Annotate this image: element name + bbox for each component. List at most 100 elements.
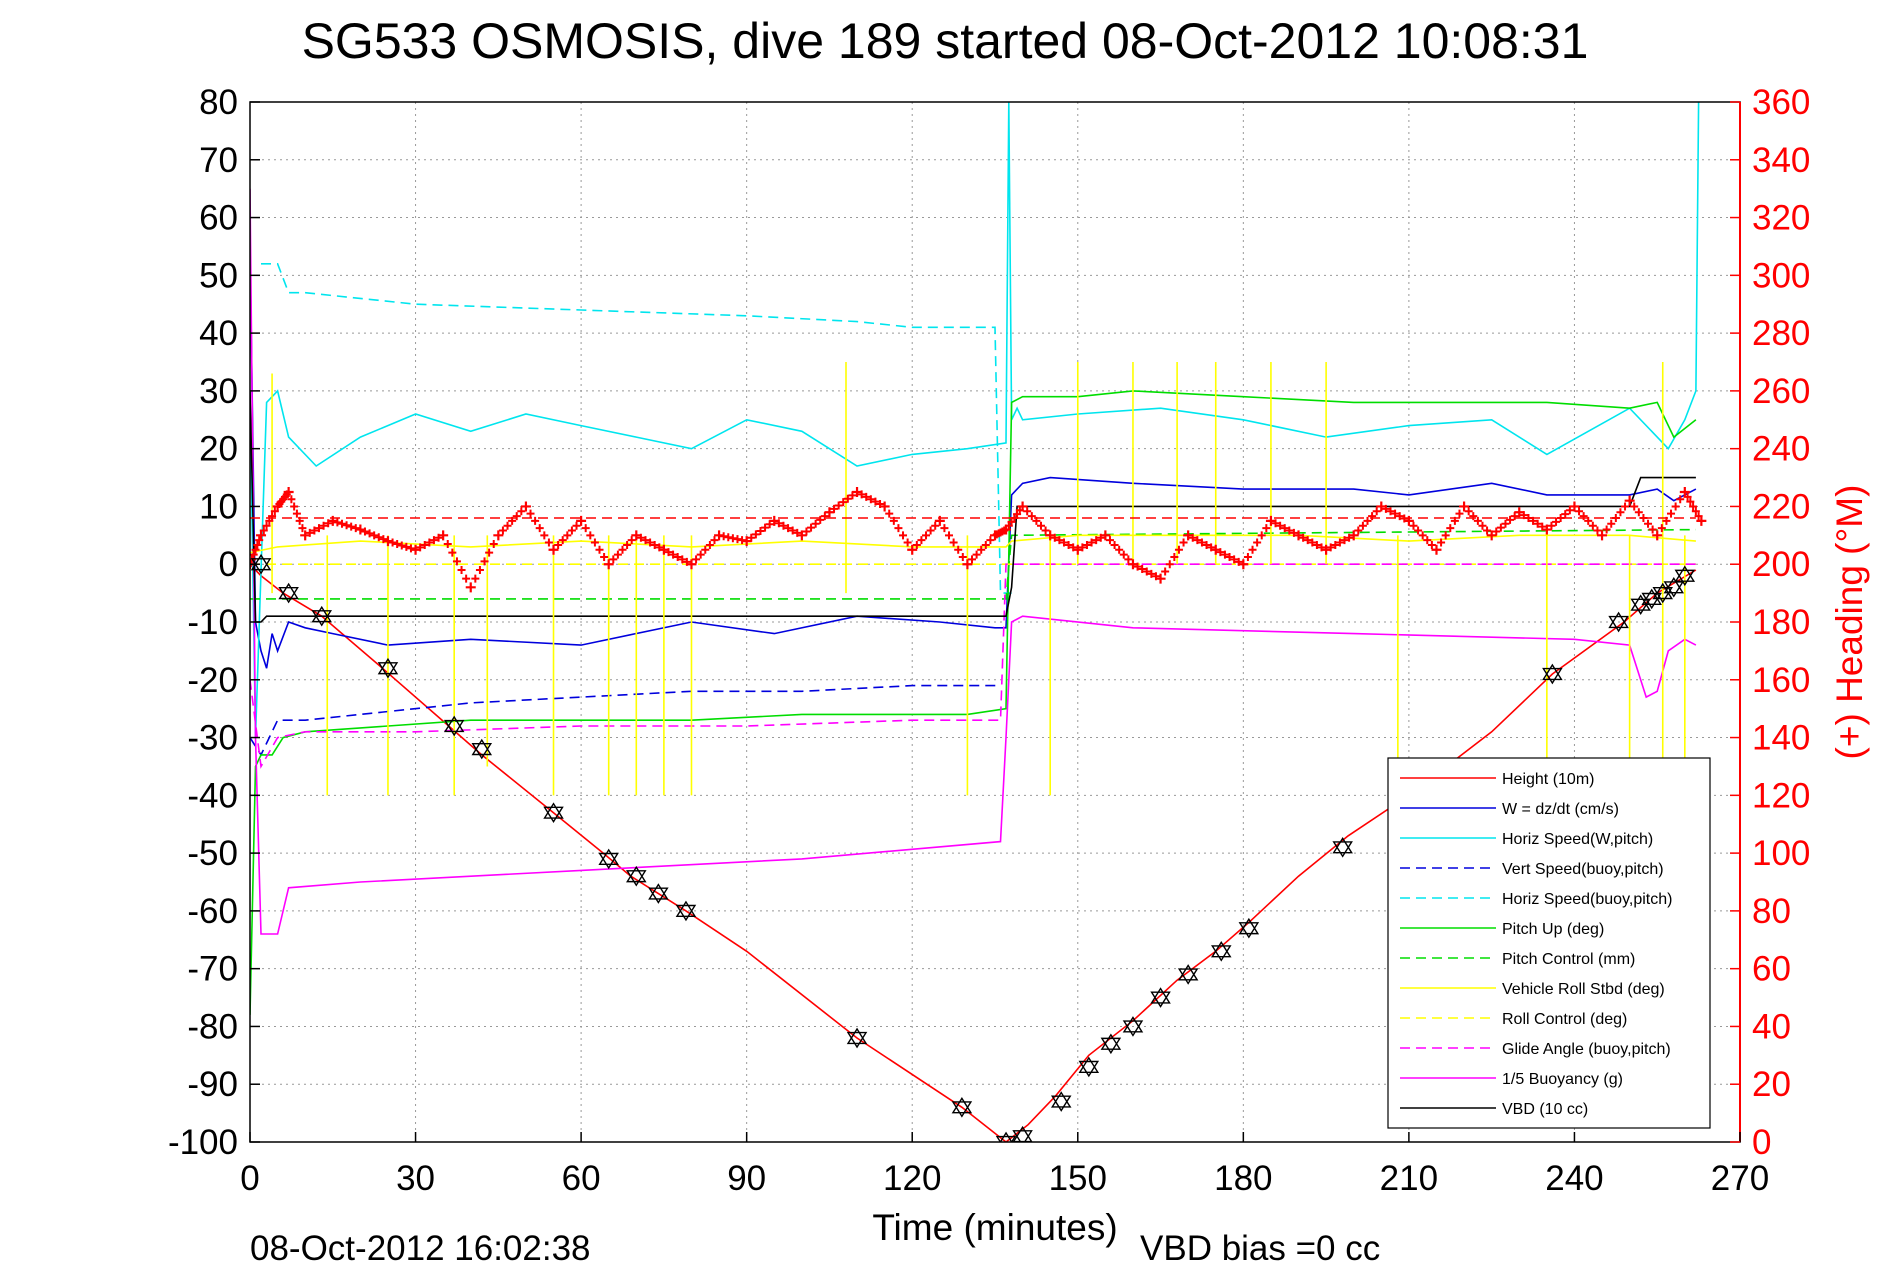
heading-point (1593, 526, 1602, 535)
heading-point (253, 540, 262, 549)
heading-point (802, 527, 811, 536)
heading-point (879, 501, 890, 512)
heading-point (1423, 536, 1432, 545)
y2-tick-label: 60 (1752, 950, 1791, 989)
y2-tick-label: 140 (1752, 719, 1810, 758)
heading-point (1579, 512, 1588, 521)
heading-point (1110, 540, 1119, 549)
heading-point (1486, 530, 1497, 541)
heading-point (544, 538, 553, 547)
dive-marker (1630, 594, 1651, 615)
heading-point (1265, 515, 1276, 526)
heading-point (1133, 562, 1142, 571)
heading-point (1050, 533, 1059, 542)
heading-point (747, 533, 756, 542)
x-tick-label: 0 (240, 1159, 259, 1198)
heading-point (300, 530, 311, 541)
heading-point (298, 524, 307, 533)
heading-point (1127, 559, 1138, 570)
heading-point (1017, 501, 1028, 512)
heading-point (337, 519, 346, 528)
heading-point (1368, 512, 1377, 521)
heading-point (1478, 521, 1487, 530)
heading-point (1514, 507, 1525, 518)
dive-marker (1332, 837, 1353, 858)
legend-entry: Vert Speed(buoy,pitch) (1502, 861, 1664, 878)
y2-tick-label: 200 (1752, 545, 1810, 584)
y-tick-label: -70 (187, 950, 238, 989)
heading-point (788, 526, 797, 535)
heading-point (830, 504, 839, 513)
heading-point (650, 540, 659, 549)
heading-point (894, 524, 903, 533)
y2-tick-label: 100 (1752, 834, 1810, 873)
heading-point (1312, 540, 1321, 549)
heading-point (475, 566, 484, 574)
heading-point (1409, 521, 1418, 530)
legend-entry: 1/5 Buoyancy (g) (1502, 1071, 1623, 1088)
heading-point (1161, 567, 1170, 576)
heading-point (1299, 533, 1308, 542)
heading-point (365, 529, 374, 538)
heading-point (664, 548, 673, 557)
heading-point (1584, 516, 1593, 525)
x-tick-label: 150 (1049, 1159, 1107, 1198)
y-tick-label: -50 (187, 834, 238, 873)
heading-point (756, 527, 765, 535)
heading-point (462, 574, 471, 583)
y-tick-label: 0 (219, 545, 238, 584)
heading-point (1667, 509, 1676, 518)
heading-point (347, 522, 356, 531)
heading-point (1183, 530, 1194, 541)
heading-point (1303, 536, 1312, 545)
legend-entry: Height (10m) (1502, 771, 1594, 788)
y2-tick-label: 360 (1752, 83, 1810, 122)
y-tick-label: -40 (187, 776, 238, 815)
heading-point (1376, 501, 1387, 512)
dive-marker (250, 553, 272, 575)
heading-point (355, 524, 366, 535)
heading-point (1501, 519, 1510, 528)
y2-axis-label: (+) Heading (°M) (1829, 485, 1870, 760)
heading-point (1165, 560, 1174, 569)
heading-point (563, 531, 572, 540)
heading-point (1552, 517, 1561, 526)
heading-point (1253, 538, 1262, 547)
heading-point (1115, 545, 1124, 554)
heading-point (1459, 501, 1470, 512)
x-tick-label: 210 (1380, 1159, 1438, 1198)
heading-point (554, 540, 563, 549)
heading-point (1676, 495, 1685, 504)
heading-point (429, 536, 438, 545)
heading-point (981, 540, 990, 549)
heading-point (397, 541, 406, 550)
heading-point (471, 574, 480, 583)
heading-point (658, 544, 669, 555)
heading-point (1243, 553, 1252, 561)
dive-marker (377, 657, 399, 679)
heading-point (503, 521, 512, 530)
heading-point (834, 501, 843, 510)
legend-entry: Glide Angle (buoy,pitch) (1502, 1041, 1671, 1058)
heading-point (1197, 538, 1206, 547)
heading-point (609, 555, 618, 564)
heading-point (1285, 526, 1294, 535)
heading-point (1326, 543, 1335, 552)
heading-point (1138, 565, 1147, 574)
heading-point (1431, 544, 1442, 555)
heading-point (603, 559, 614, 570)
y-tick-label: -30 (187, 719, 238, 758)
heading-point (406, 544, 415, 553)
dive-marker (1150, 987, 1171, 1008)
heading-point (1262, 524, 1271, 533)
heading-point (1170, 553, 1179, 561)
heading-point (1078, 543, 1087, 552)
heading-point (907, 544, 918, 555)
y2-tick-label: 160 (1752, 661, 1810, 700)
heading-point (526, 509, 535, 518)
heading-point (954, 545, 963, 554)
heading-point (678, 555, 687, 564)
heading-point (636, 533, 645, 542)
heading-point (1124, 555, 1133, 564)
